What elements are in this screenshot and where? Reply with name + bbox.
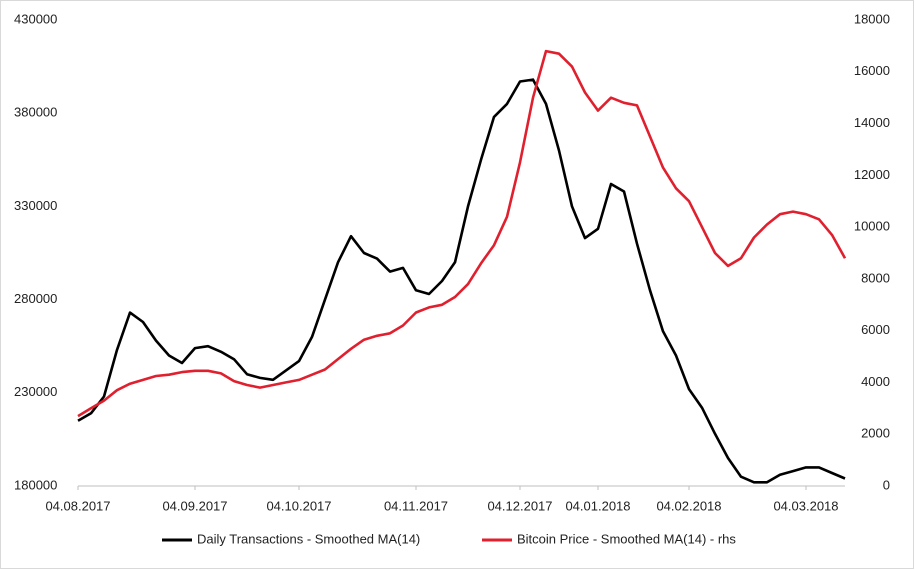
legend-label: Bitcoin Price - Smoothed MA(14) - rhs (517, 531, 736, 546)
series-line (77, 49, 847, 418)
x-tick-label: 04.02.2018 (656, 498, 721, 513)
y2-tick-label: 8000 (861, 270, 890, 285)
y-tick-label: 230000 (14, 384, 57, 399)
y2-tick-label: 2000 (861, 426, 890, 441)
y2-tick-label: 4000 (861, 374, 890, 389)
legend-label: Daily Transactions - Smoothed MA(14) (197, 531, 420, 546)
y2-tick-label: 6000 (861, 322, 890, 337)
y2-tick-label: 16000 (854, 63, 890, 78)
x-tick-label: 04.01.2018 (565, 498, 630, 513)
y-tick-label: 430000 (14, 11, 57, 26)
y2-tick-label: 0 (883, 477, 890, 492)
y2-tick-label: 18000 (854, 11, 890, 26)
x-tick-label: 04.09.2017 (162, 498, 227, 513)
y2-tick-label: 12000 (854, 167, 890, 182)
x-tick-label: 04.03.2018 (773, 498, 838, 513)
y2-tick-label: 10000 (854, 219, 890, 234)
x-tick-label: 04.10.2017 (266, 498, 331, 513)
x-tick-label: 04.12.2017 (487, 498, 552, 513)
x-tick-label: 04.11.2017 (384, 498, 448, 513)
series-line (77, 78, 846, 484)
y2-tick-label: 14000 (854, 115, 890, 130)
x-tick-label: 04.08.2017 (45, 498, 110, 513)
y-tick-label: 380000 (14, 105, 57, 120)
y-tick-label: 280000 (14, 291, 57, 306)
y-tick-label: 180000 (14, 477, 57, 492)
y-tick-label: 330000 (14, 198, 57, 213)
